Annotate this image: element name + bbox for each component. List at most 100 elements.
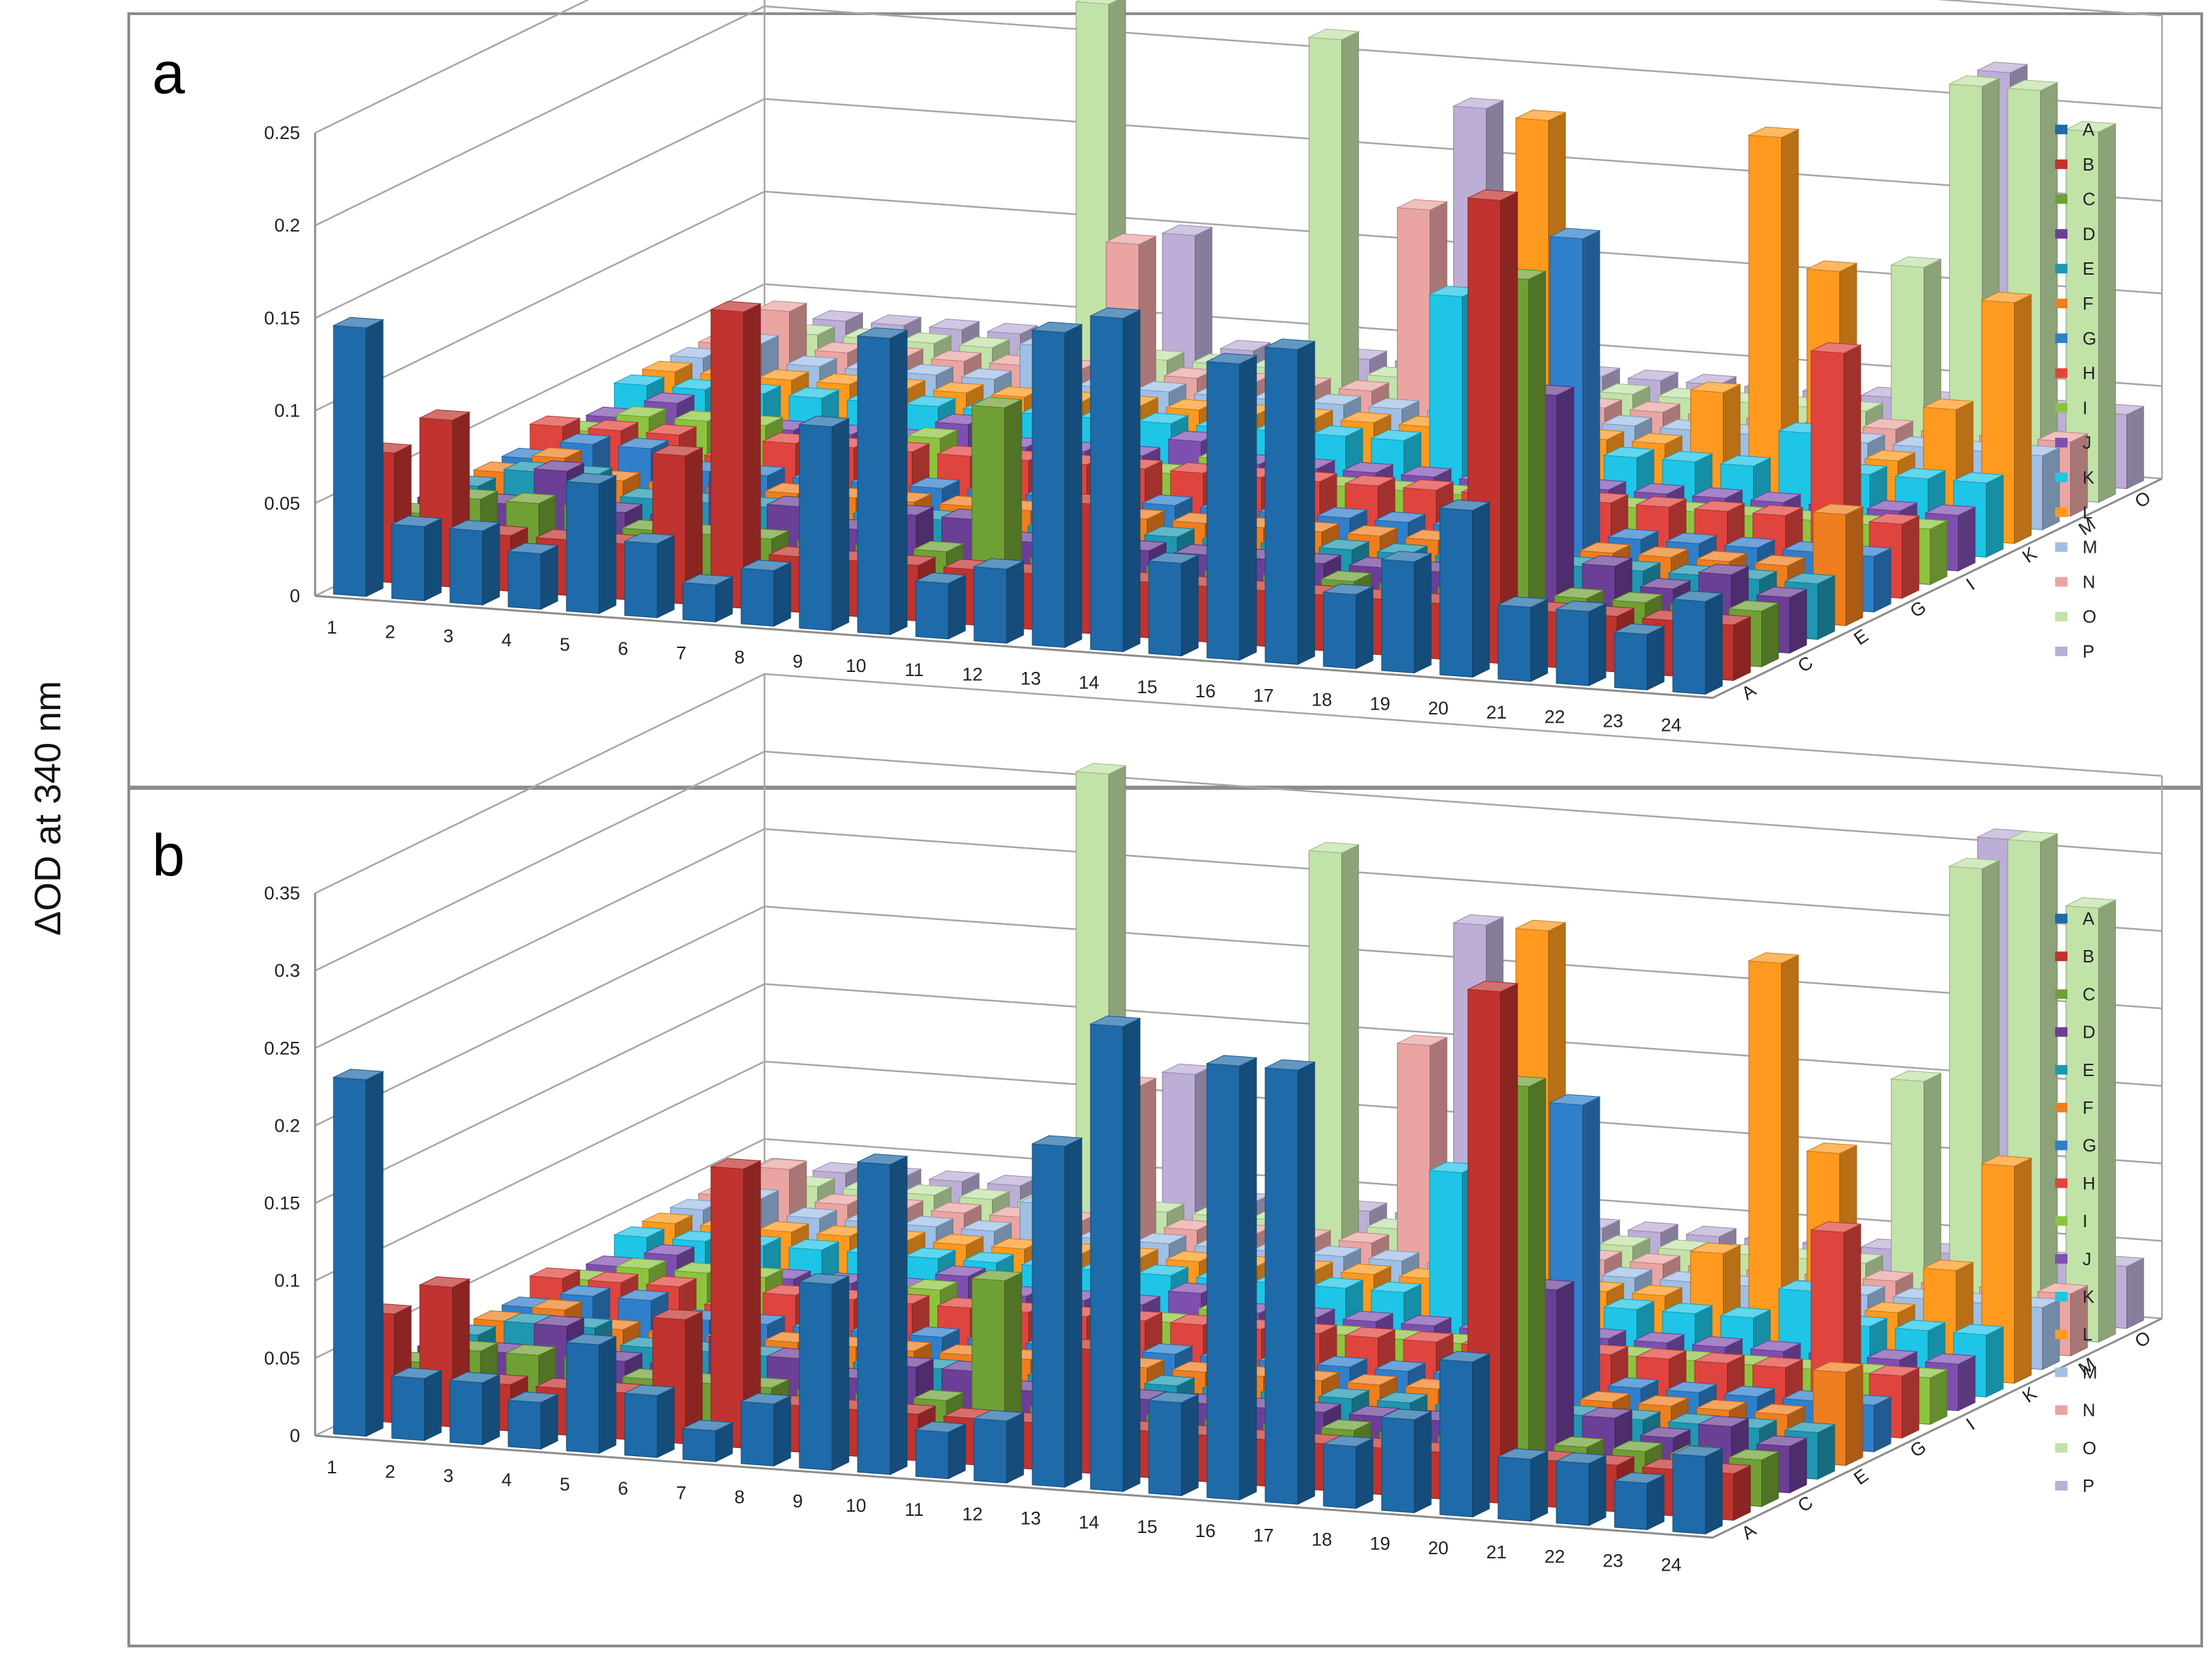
legend-label: B bbox=[2083, 154, 2094, 175]
bar-A-8 bbox=[740, 1393, 792, 1467]
bar-A-6 bbox=[623, 1384, 675, 1458]
legend-label: D bbox=[2083, 223, 2096, 244]
bar-A-4 bbox=[507, 542, 559, 610]
legend-item: G bbox=[2055, 328, 2096, 349]
bar-O-24 bbox=[2065, 121, 2117, 503]
x-tick-label: 9 bbox=[793, 1491, 803, 1512]
legend-swatch bbox=[2055, 473, 2067, 482]
x-tick-label: 5 bbox=[560, 1474, 570, 1495]
bar-A-15 bbox=[1147, 552, 1200, 657]
depth-tick-label: G bbox=[1906, 1436, 1930, 1462]
bar-A-17 bbox=[1264, 1059, 1316, 1505]
legend-label: C bbox=[2083, 189, 2096, 210]
legend-item: A bbox=[2055, 908, 2095, 929]
x-tick-label: 11 bbox=[904, 660, 923, 680]
x-tick-label: 9 bbox=[793, 651, 803, 672]
bar-A-5 bbox=[565, 473, 617, 614]
bar-A-1 bbox=[332, 1069, 384, 1437]
legend-item: D bbox=[2055, 223, 2096, 244]
legend-item: G bbox=[2055, 1135, 2096, 1156]
legend-swatch bbox=[2055, 229, 2067, 239]
bar-A-19 bbox=[1380, 551, 1432, 674]
y-tick-label: 0.3 bbox=[274, 960, 300, 981]
legend-swatch bbox=[2055, 1216, 2067, 1226]
legend-label: I bbox=[2083, 1211, 2087, 1232]
bar-A-15 bbox=[1147, 1391, 1200, 1497]
legend-item: A bbox=[2055, 119, 2095, 140]
legend-label: L bbox=[2083, 1324, 2092, 1345]
x-tick-label: 4 bbox=[501, 1470, 512, 1490]
legend-label: E bbox=[2083, 1060, 2094, 1080]
bar-A-12 bbox=[973, 558, 1025, 644]
legend-label: O bbox=[2083, 606, 2096, 627]
bar-B-7 bbox=[710, 301, 762, 609]
bar-A-6 bbox=[623, 532, 675, 619]
bar-A-22 bbox=[1555, 600, 1607, 686]
bar-A-7 bbox=[682, 1419, 734, 1462]
legend-swatch bbox=[2055, 194, 2067, 204]
legend-item: H bbox=[2055, 363, 2096, 384]
legend-swatch bbox=[2055, 125, 2067, 134]
y-tick-label: 0.15 bbox=[264, 1193, 300, 1214]
legend-item: P bbox=[2055, 1475, 2094, 1496]
x-tick-label: 22 bbox=[1544, 706, 1565, 727]
x-tick-label: 2 bbox=[385, 1461, 395, 1482]
legend-item: I bbox=[2055, 1211, 2087, 1232]
gridline bbox=[314, 828, 2163, 1049]
legend-swatch bbox=[2055, 403, 2067, 413]
bar-A-23 bbox=[1613, 1472, 1665, 1531]
y-tick-label: 0.15 bbox=[264, 308, 300, 328]
bar-A-3 bbox=[449, 520, 501, 606]
legend-item: E bbox=[2055, 258, 2094, 279]
panel-b-label: b bbox=[152, 823, 185, 888]
x-tick-label: 1 bbox=[327, 617, 337, 638]
legend-label: J bbox=[2083, 432, 2091, 453]
x-tick-label: 13 bbox=[1020, 1508, 1041, 1529]
legend-label: K bbox=[2083, 1286, 2095, 1307]
bar-A-14 bbox=[1089, 307, 1141, 653]
bar-A-14 bbox=[1089, 1015, 1141, 1493]
legend-swatch bbox=[2055, 914, 2067, 923]
legend-label: I bbox=[2083, 397, 2087, 418]
x-tick-label: 21 bbox=[1486, 702, 1506, 723]
x-tick-label: 17 bbox=[1253, 685, 1273, 706]
bar-A-22 bbox=[1555, 1452, 1607, 1526]
bar-A-24 bbox=[1672, 1445, 1724, 1535]
y-tick-label: 0.25 bbox=[264, 123, 300, 143]
legend-label: N bbox=[2083, 571, 2096, 592]
x-tick-label: 13 bbox=[1020, 669, 1041, 689]
y-tick-label: 0 bbox=[290, 1425, 300, 1446]
bar-A-20 bbox=[1439, 1351, 1491, 1518]
bar-A-23 bbox=[1613, 623, 1665, 691]
legend-swatch bbox=[2055, 1064, 2067, 1075]
legend-label: E bbox=[2083, 258, 2094, 279]
bar-A-9 bbox=[798, 416, 850, 632]
legend-swatch bbox=[2055, 368, 2067, 378]
bar-A-18 bbox=[1322, 1435, 1374, 1510]
legend-item: O bbox=[2055, 606, 2096, 627]
bar-A-8 bbox=[740, 560, 792, 627]
legend-item: F bbox=[2055, 293, 2093, 314]
x-tick-label: 6 bbox=[618, 1478, 628, 1499]
bar-A-13 bbox=[1031, 321, 1083, 649]
legend-item: L bbox=[2055, 1324, 2092, 1345]
legend-item: F bbox=[2055, 1097, 2093, 1118]
x-tick-label: 7 bbox=[676, 643, 686, 663]
legend-swatch bbox=[2055, 1443, 2067, 1453]
legend-item: B bbox=[2055, 946, 2094, 966]
legend-item: J bbox=[2055, 432, 2091, 453]
x-tick-label: 20 bbox=[1428, 1538, 1448, 1558]
bar-A-10 bbox=[856, 327, 908, 636]
legend-label: B bbox=[2083, 946, 2094, 966]
bar-A-18 bbox=[1322, 584, 1374, 670]
bar-A-21 bbox=[1497, 1448, 1549, 1522]
x-tick-label: 21 bbox=[1486, 1542, 1506, 1562]
legend-item: K bbox=[2055, 1286, 2095, 1307]
legend-item: O bbox=[2055, 1438, 2096, 1458]
legend-item: N bbox=[2055, 571, 2096, 592]
y-tick-label: 0.05 bbox=[264, 493, 300, 514]
legend-label: M bbox=[2083, 537, 2098, 558]
legend-item: D bbox=[2055, 1022, 2096, 1043]
